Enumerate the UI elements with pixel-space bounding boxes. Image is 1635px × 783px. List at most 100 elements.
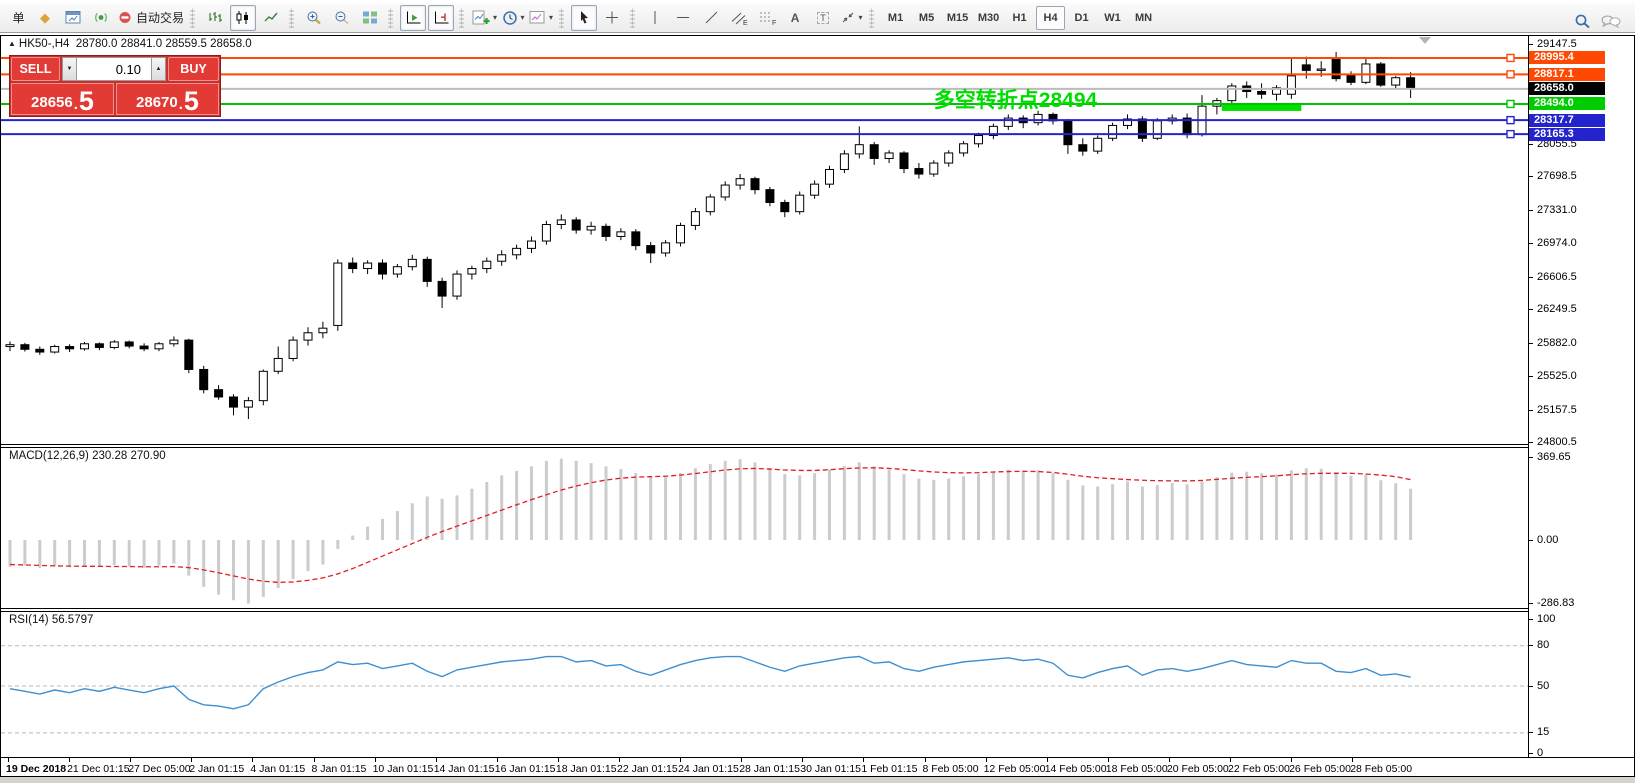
price-level-badge: 28817.1 xyxy=(1529,67,1605,81)
signals-icon xyxy=(93,10,109,25)
price-axis[interactable]: 29147.5 28055.5 27698.5 27331.0 26974.0 26606… xyxy=(1528,36,1634,759)
open-chart-window-button[interactable] xyxy=(60,5,86,31)
macd-tick xyxy=(1529,603,1533,605)
search-button[interactable] xyxy=(1570,8,1596,34)
time-axis-label: 2 Jan 01:15 xyxy=(189,763,245,775)
text-label-icon: T xyxy=(817,11,829,24)
time-axis-label: 19 Dec 2018 xyxy=(6,763,67,775)
time-axis-label: 14 Feb 05:00 xyxy=(1044,763,1107,775)
price-level-badge: 28165.3 xyxy=(1529,127,1605,141)
panel-separator[interactable] xyxy=(1,447,1634,448)
auto-scroll-icon xyxy=(405,10,422,25)
zoom-in-button[interactable] xyxy=(301,5,327,31)
time-axis[interactable]: 19 Dec 2018 21 Dec 01:15 27 Dec 05:00 2 Jan… xyxy=(1,757,1634,776)
crosshair-button[interactable] xyxy=(599,5,625,31)
text-icon: A xyxy=(790,10,800,25)
text-button[interactable]: A xyxy=(782,5,808,31)
volume-decrease-button[interactable]: ▼ xyxy=(62,57,78,81)
vertical-line-button[interactable] xyxy=(642,5,668,31)
equidistant-channel-button[interactable]: E xyxy=(726,5,752,31)
sell-price[interactable]: 28656. 5 xyxy=(11,83,114,115)
toolbar: 单 ◆ 自动交易 ▾ ▾ ▾ E F A T ▾ M1 M5 M15 M30 H1 H4 D1 W1 MN xyxy=(0,3,1635,33)
metaquotes-app-button[interactable]: ◆ xyxy=(32,5,58,31)
timeframe-w1-button[interactable]: W1 xyxy=(1104,11,1121,24)
periods-button[interactable]: ▾ xyxy=(500,5,526,31)
time-axis-label: 26 Feb 05:00 xyxy=(1289,763,1351,775)
time-axis-label: 1 Feb 01:15 xyxy=(861,763,918,775)
timeframe-mn-button[interactable]: MN xyxy=(1134,11,1153,24)
timeframe-m5-button[interactable]: M5 xyxy=(918,11,935,24)
indicators-button[interactable]: ▾ xyxy=(471,5,498,31)
rsi-tick-label: 0 xyxy=(1537,746,1544,759)
rsi-tick xyxy=(1529,732,1533,734)
volume-input[interactable]: 0.10 xyxy=(77,57,152,81)
time-tick xyxy=(1352,758,1354,762)
templates-button[interactable]: ▾ xyxy=(528,5,554,31)
toolbar-grip xyxy=(190,7,196,28)
price-tick xyxy=(1529,43,1533,45)
signals-button[interactable] xyxy=(88,5,114,31)
price-level-badge: 28995.4 xyxy=(1529,51,1605,65)
chart-title: ▲ HK50-,H4 28780.0 28841.0 28559.5 28658.… xyxy=(8,38,252,50)
dropdown-arrow-icon[interactable]: ▾ xyxy=(858,13,863,22)
cursor-button[interactable] xyxy=(571,4,598,31)
rsi-canvas[interactable] xyxy=(1,612,1528,757)
panel-separator[interactable] xyxy=(1,444,1634,445)
time-axis-label: 21 Dec 01:15 xyxy=(67,763,130,775)
dropdown-arrow-icon[interactable]: ▾ xyxy=(549,13,554,22)
fibonacci-retracement-button[interactable]: F xyxy=(754,5,780,31)
timeframe-d1-button[interactable]: D1 xyxy=(1074,11,1089,24)
time-tick xyxy=(680,758,682,762)
price-chart-canvas[interactable]: 多空转折点28494 xyxy=(1,36,1528,444)
buy-button[interactable]: BUY xyxy=(168,57,219,81)
panel-separator[interactable] xyxy=(1,611,1634,612)
macd-canvas[interactable] xyxy=(1,448,1528,608)
panel-separator[interactable] xyxy=(1,608,1634,609)
periods-icon xyxy=(502,10,518,26)
toolbar-grip xyxy=(388,7,394,28)
indicators-icon xyxy=(472,10,490,26)
price-tick-label: 27331.0 xyxy=(1537,204,1577,217)
price-level-badge: 28317.7 xyxy=(1529,113,1605,127)
arrow-objects-button[interactable]: ▾ xyxy=(838,5,864,31)
community-chat-button[interactable] xyxy=(1598,8,1624,34)
metaquotes-app-icon: ◆ xyxy=(40,9,50,25)
time-tick xyxy=(1046,758,1048,762)
timeframe-m1-button[interactable]: M1 xyxy=(887,11,904,24)
autotrading-button[interactable]: 自动交易 xyxy=(116,5,185,31)
time-tick xyxy=(374,758,376,762)
zoom-out-button[interactable] xyxy=(329,5,355,31)
new-order-button[interactable]: 单 xyxy=(4,5,30,31)
buy-price-frac: 5 xyxy=(183,86,199,116)
time-axis-label: 20 Feb 05:00 xyxy=(1166,763,1229,775)
dropdown-arrow-icon[interactable]: ▾ xyxy=(493,13,498,22)
price-tick-label: 26249.5 xyxy=(1537,303,1577,316)
buy-price[interactable]: 28670. 5 xyxy=(116,83,219,115)
one-click-trade-panel: SELL ▼ 0.10 ▲ BUY 28656. 5 28670. 5 xyxy=(9,55,221,117)
timeframe-h4-button[interactable]: H4 xyxy=(1036,5,1066,30)
auto-scroll-button[interactable] xyxy=(400,4,427,31)
timeframe-h1-button[interactable]: H1 xyxy=(1012,11,1027,24)
volume-increase-button[interactable]: ▲ xyxy=(151,57,167,81)
tile-windows-button[interactable] xyxy=(357,5,383,31)
time-tick xyxy=(802,758,804,762)
caret-up-icon: ▲ xyxy=(155,66,162,72)
candlestick-mode-button[interactable] xyxy=(230,4,257,31)
toolbar-grip xyxy=(459,7,465,28)
sell-button[interactable]: SELL xyxy=(11,57,61,81)
text-label-button[interactable]: T xyxy=(810,5,836,31)
trendline-button[interactable] xyxy=(698,5,724,31)
price-tick-label: 27698.5 xyxy=(1537,170,1577,183)
turning-point-annotation[interactable]: 多空转折点28494 xyxy=(934,88,1098,112)
chart-shift-button[interactable] xyxy=(428,4,455,31)
timeframe-m30-button[interactable]: M30 xyxy=(977,11,1000,24)
timeframe-m15-button[interactable]: M15 xyxy=(946,11,969,24)
horizontal-line-button[interactable] xyxy=(670,5,696,31)
bar-chart-mode-button[interactable] xyxy=(202,5,228,31)
ohlc-values: 28780.0 28841.0 28559.5 28658.0 xyxy=(75,38,252,50)
chart-shift-marker-icon[interactable] xyxy=(1419,37,1431,44)
dropdown-arrow-icon[interactable]: ▾ xyxy=(520,13,525,22)
time-tick xyxy=(435,758,437,762)
time-axis-label: 22 Jan 01:15 xyxy=(617,763,678,775)
line-chart-mode-button[interactable] xyxy=(258,5,284,31)
